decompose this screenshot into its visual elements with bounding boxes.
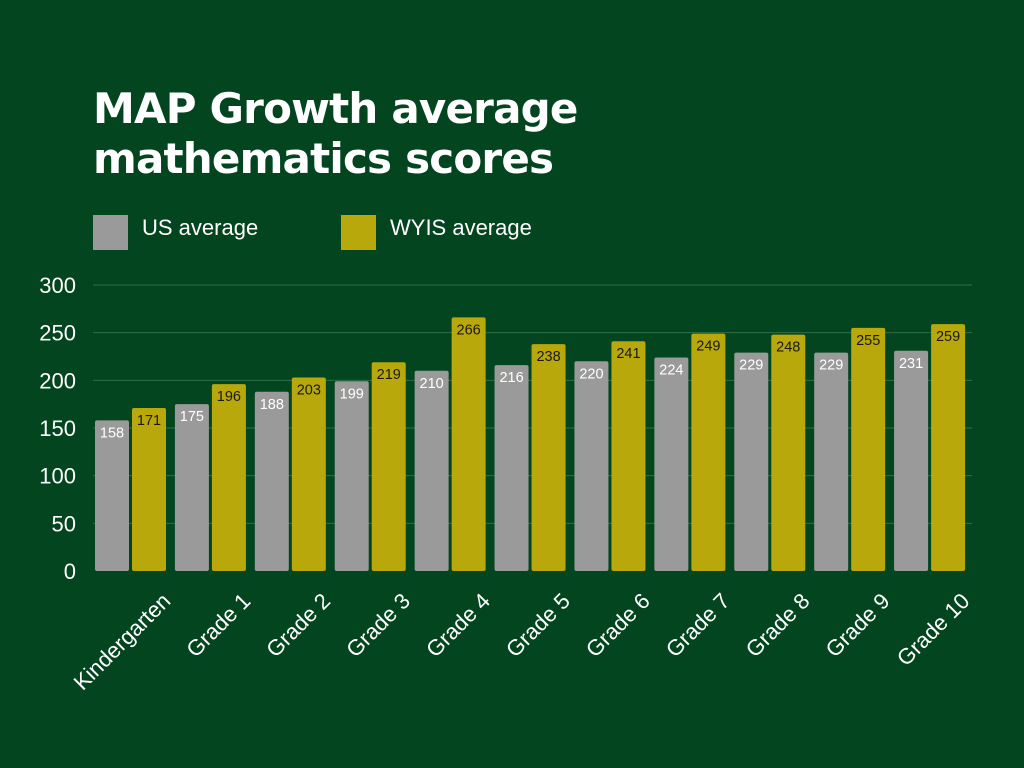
data-label-wyis: 255: [856, 333, 880, 349]
data-label-wyis: 203: [297, 382, 321, 398]
data-label-us: 220: [579, 366, 603, 382]
legend-swatch-wyis: [341, 214, 376, 250]
bar-us: [894, 350, 929, 571]
legend-item-us: US average: [93, 214, 258, 250]
bar-wyis: [771, 334, 806, 571]
legend-label-wyis: WYIS average: [390, 215, 532, 240]
data-label-wyis: 171: [137, 413, 161, 429]
chart-title-line-1: MAP Growth average: [93, 84, 578, 133]
data-label-wyis: 238: [536, 349, 560, 365]
x-tick-label: Grade 8: [741, 588, 815, 662]
x-tick-label: Grade 3: [341, 588, 415, 662]
y-tick-label: 200: [39, 368, 76, 393]
data-label-wyis: 241: [616, 346, 640, 362]
x-tick-label: Grade 5: [501, 588, 575, 662]
bar-wyis: [291, 377, 326, 571]
bar-us: [574, 361, 609, 571]
legend-label-us: US average: [142, 215, 259, 240]
bar-wyis: [451, 317, 486, 571]
y-tick-label: 0: [64, 559, 76, 584]
bar-us: [414, 370, 449, 571]
bar-us: [334, 381, 369, 571]
data-label-wyis: 249: [696, 339, 720, 355]
legend-swatch-us: [93, 214, 128, 250]
bar-wyis: [931, 324, 966, 571]
bar-us: [494, 365, 529, 571]
bar-wyis: [691, 333, 726, 571]
data-label-us: 199: [340, 386, 364, 402]
bar-wyis: [211, 384, 246, 571]
x-tick-label: Grade 6: [581, 588, 655, 662]
x-tick-label: Grade 10: [892, 588, 975, 671]
bar-wyis: [371, 362, 406, 571]
data-label-us: 229: [819, 358, 843, 374]
data-label-us: 188: [260, 397, 284, 413]
data-label-us: 224: [659, 362, 683, 378]
y-tick-label: 300: [39, 273, 76, 298]
data-label-us: 158: [100, 425, 124, 441]
data-label-wyis: 259: [936, 329, 960, 345]
data-label-us: 229: [739, 358, 763, 374]
data-label-wyis: 248: [776, 340, 800, 356]
x-tick-label: Grade 4: [421, 588, 495, 662]
data-label-us: 175: [180, 409, 204, 425]
x-tick-label: Grade 2: [261, 588, 335, 662]
bar-wyis: [611, 341, 646, 571]
y-tick-label: 50: [52, 511, 76, 536]
data-label-wyis: 219: [377, 367, 401, 383]
bar-us: [254, 391, 289, 571]
bar-us: [654, 357, 689, 571]
y-tick-label: 150: [39, 416, 76, 441]
data-label-wyis: 196: [217, 389, 241, 405]
legend-item-wyis: WYIS average: [341, 214, 532, 250]
bar-us: [95, 420, 129, 571]
data-label-us: 216: [499, 370, 523, 386]
x-tick-label: Kindergarten: [69, 588, 176, 695]
bar-wyis: [531, 344, 566, 571]
chart-title: MAP Growth average mathematics scores: [93, 84, 793, 184]
bar-us: [734, 352, 769, 571]
bar-wyis: [132, 407, 166, 571]
data-label-wyis: 266: [457, 322, 481, 338]
data-label-us: 210: [420, 376, 444, 392]
chart-title-line-2: mathematics scores: [93, 134, 554, 183]
x-tick-label: Grade 9: [821, 588, 895, 662]
bar-us: [174, 404, 209, 571]
y-tick-label: 100: [39, 464, 76, 489]
data-label-us: 231: [899, 356, 923, 372]
x-tick-label: Grade 1: [181, 588, 255, 662]
bar-us: [814, 352, 849, 571]
bar-wyis: [851, 327, 886, 571]
x-tick-label: Grade 7: [661, 588, 735, 662]
y-tick-label: 250: [39, 321, 76, 346]
